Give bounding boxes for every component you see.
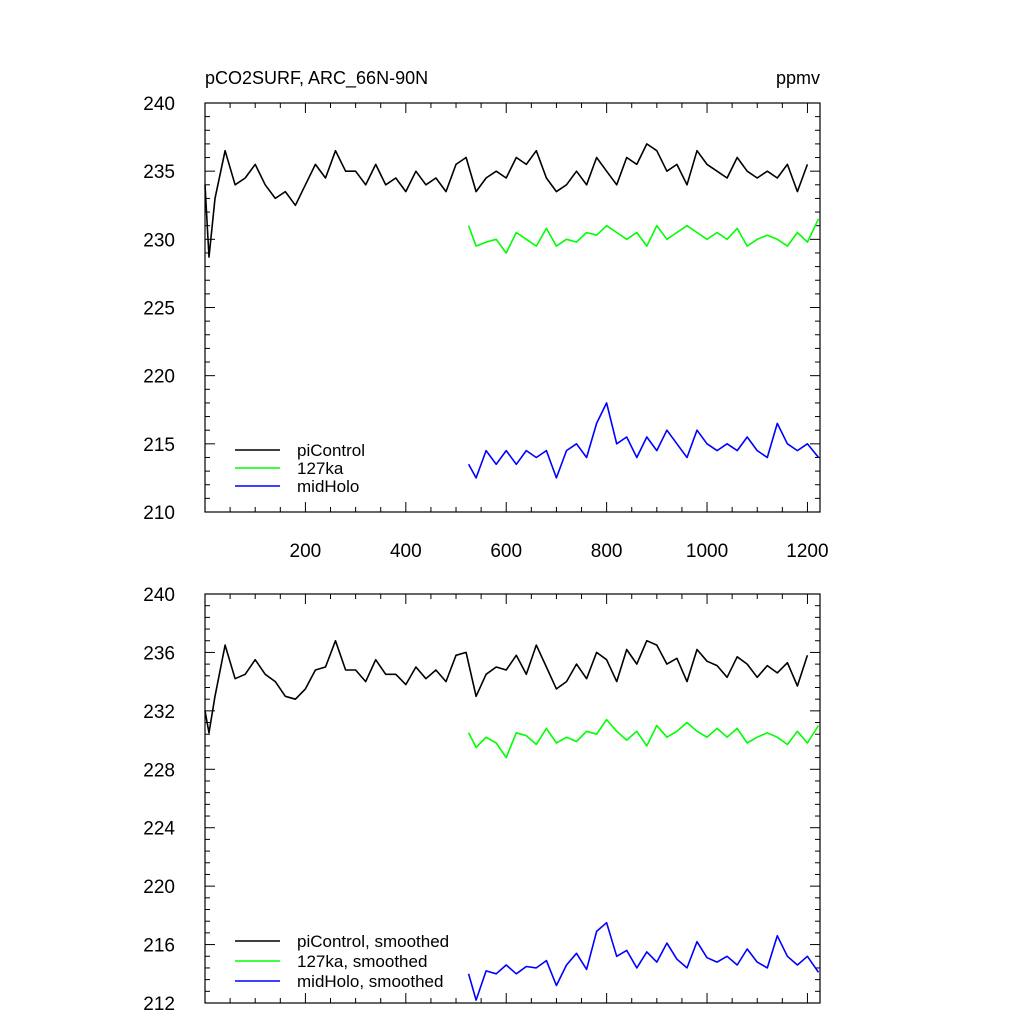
y-tick-label: 225	[143, 299, 175, 320]
x-tick-label: 400	[390, 541, 422, 562]
plot-frame	[204, 593, 821, 1004]
y-tick-label: 215	[143, 435, 175, 456]
x-tick-label: 1000	[686, 541, 728, 562]
y-tick-label: 230	[143, 230, 175, 251]
y-tick-label: 220	[143, 877, 175, 898]
units-label: ppmv	[776, 68, 820, 88]
legend-label: 127ka, smoothed	[297, 952, 427, 971]
y-tick-label: 236	[143, 643, 175, 664]
legend-label: piControl, smoothed	[297, 932, 449, 951]
legend-label: midHolo, smoothed	[297, 972, 443, 991]
y-tick-label: 232	[143, 702, 175, 723]
x-tick-label: 1200	[786, 541, 828, 562]
series-line-2	[467, 402, 820, 479]
y-tick-label: 216	[143, 936, 175, 957]
series-line-2	[467, 921, 820, 1001]
panel-1	[204, 102, 821, 513]
y-tick-label: 240	[143, 94, 175, 115]
legend-label: 127ka	[297, 459, 344, 478]
series-line-1	[467, 218, 820, 254]
y-tick-label: 224	[143, 819, 175, 840]
legend-label: piControl	[297, 441, 365, 460]
y-tick-label: 210	[143, 503, 175, 524]
series-line-0	[204, 639, 809, 734]
series-line-0	[204, 143, 809, 258]
y-tick-label: 228	[143, 760, 175, 781]
x-tick-label: 600	[490, 541, 522, 562]
y-tick-label: 220	[143, 367, 175, 388]
legend-label: midHolo	[297, 477, 359, 496]
x-tick-label: 800	[591, 541, 623, 562]
y-tick-label: 235	[143, 162, 175, 183]
x-tick-label: 200	[290, 541, 322, 562]
chart-title: pCO2SURF, ARC_66N-90N	[205, 68, 428, 89]
y-tick-label: 240	[143, 585, 175, 606]
y-tick-label: 212	[143, 994, 175, 1015]
panel-2	[204, 593, 821, 1004]
series-line-1	[467, 718, 820, 759]
